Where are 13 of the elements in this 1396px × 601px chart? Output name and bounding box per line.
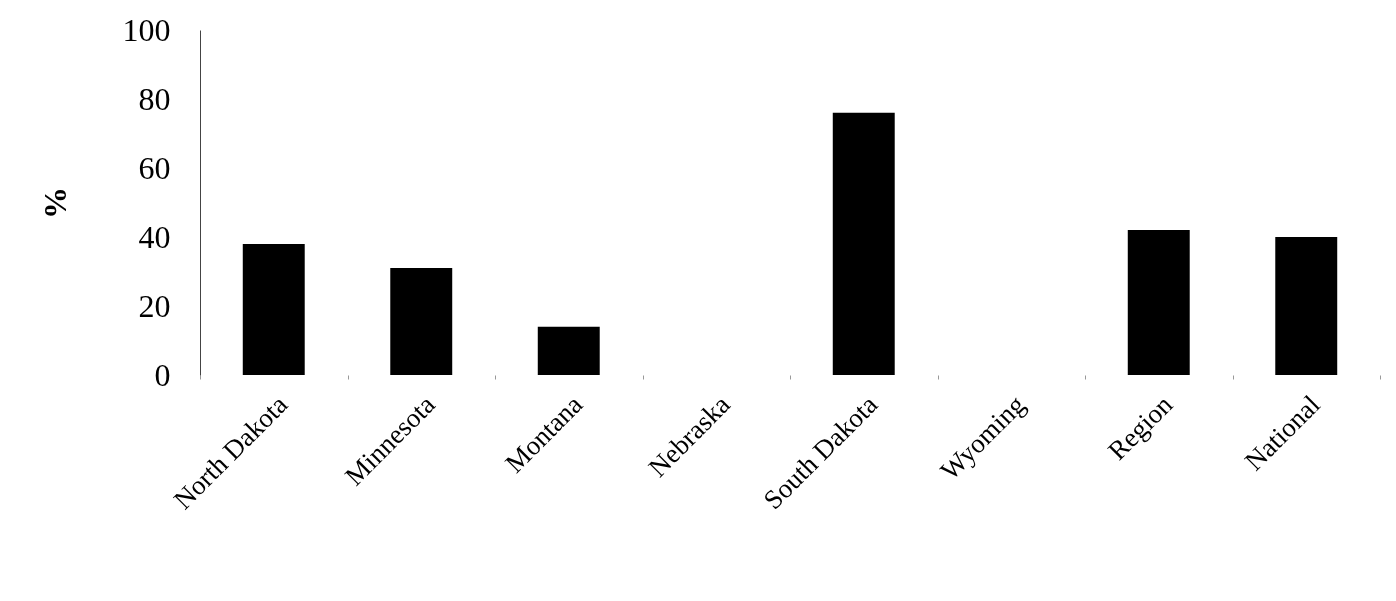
bar bbox=[390, 268, 453, 375]
y-tick-label: 100 bbox=[122, 11, 171, 48]
y-tick-label: 20 bbox=[138, 287, 171, 324]
y-tick-label: 0 bbox=[154, 356, 171, 393]
bar bbox=[1127, 230, 1190, 375]
bar bbox=[537, 326, 600, 375]
bar bbox=[832, 112, 895, 375]
bar bbox=[1275, 237, 1338, 375]
y-tick-label: 40 bbox=[138, 218, 171, 255]
y-axis-title: % bbox=[36, 187, 73, 219]
y-tick-label: 60 bbox=[138, 149, 171, 186]
bar bbox=[242, 243, 305, 375]
y-tick-label: 80 bbox=[138, 80, 171, 117]
